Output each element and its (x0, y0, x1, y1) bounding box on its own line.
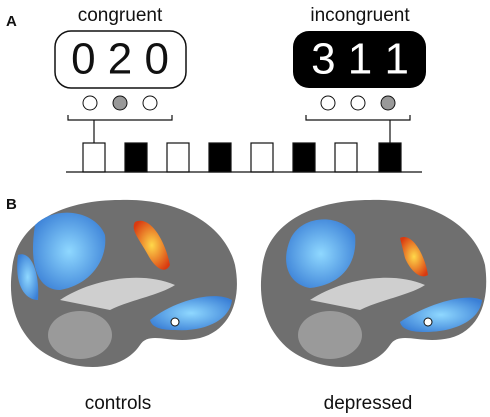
stimulus-box (293, 31, 426, 88)
stimulus-label: congruent (78, 5, 163, 26)
stimulus-label: incongruent (310, 5, 410, 26)
trial-sequence (66, 142, 422, 173)
response-circles (82, 95, 396, 111)
stimulus-box (54, 30, 187, 89)
brackets (67, 115, 411, 143)
stimulus-digits: 0 2 0 (71, 35, 169, 84)
panel-label: A (6, 13, 17, 30)
panel-label: B (6, 196, 17, 213)
brain-image (260, 199, 487, 368)
image-label: controls (85, 393, 152, 414)
image-label: depressed (324, 393, 413, 414)
stimulus-digits: 3 1 1 (311, 35, 409, 84)
brain-image (10, 199, 237, 368)
